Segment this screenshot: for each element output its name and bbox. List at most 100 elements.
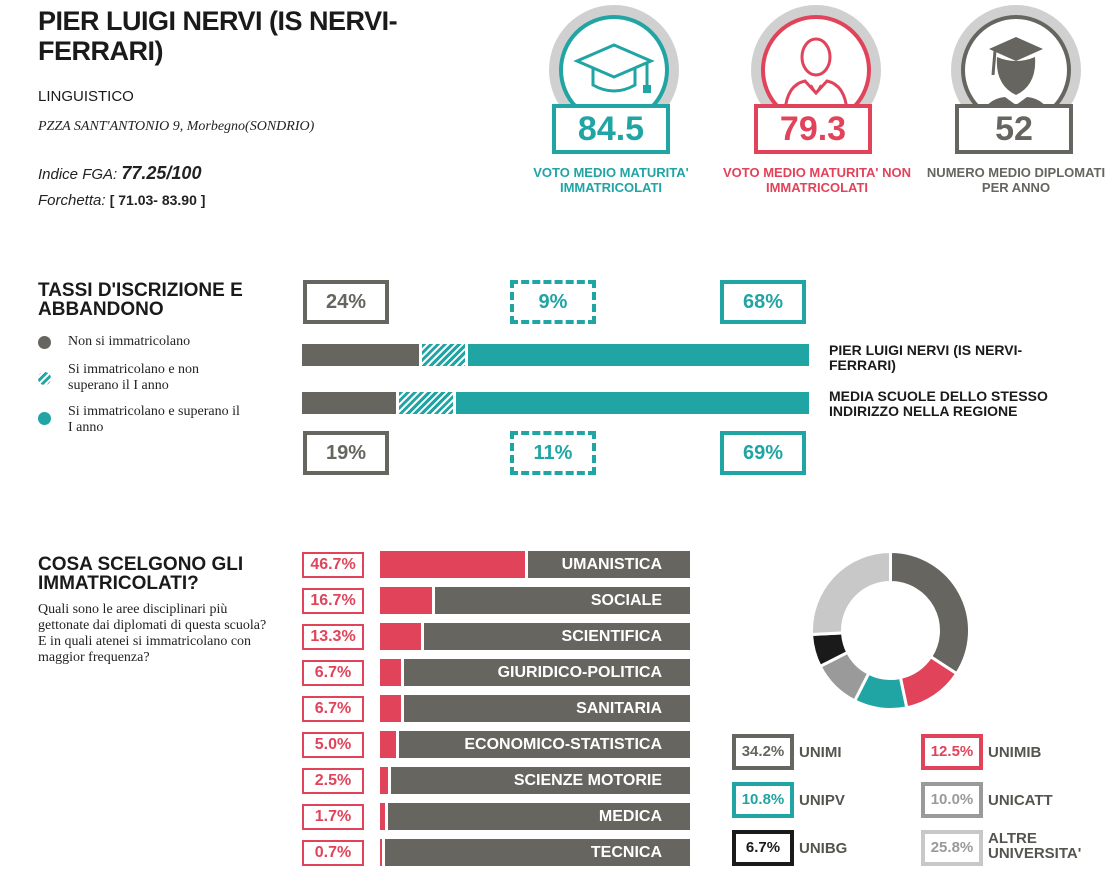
university-name: UNIMI: [799, 744, 842, 761]
legend-dot-not-enrolled: [38, 336, 51, 349]
area-name-label: SANITARIA: [576, 700, 662, 717]
area-row: 2.5% SCIENZE MOTORIE: [302, 767, 692, 795]
area-row: 6.7% SANITARIA: [302, 695, 692, 723]
school-not-enrolled-pct: 24%: [303, 280, 389, 324]
school-dropout-pct: 9%: [510, 280, 596, 324]
university-name: UNIMIB: [988, 744, 1042, 761]
areas-bar-chart: 46.7% UMANISTICA 16.7% SOCIALE 13.3% SCIENTIF…: [302, 551, 692, 871]
school-name: PIER LUIGI NERVI (IS NERVI-FERRARI): [38, 6, 398, 66]
kpi-graduates-label: NUMERO MEDIO DIPLOMATI PER ANNO: [926, 165, 1106, 195]
seg-not-enrolled: [302, 344, 420, 366]
enrollment-title: TASSI D'ISCRIZIONE E ABBANDONO: [38, 280, 243, 320]
seg-pass: [455, 392, 809, 414]
school-stacked-bar: [302, 344, 809, 366]
university-pct-box: 6.7%: [732, 830, 794, 866]
area-bar-track: [380, 659, 690, 686]
kpi-enrolled-value: 84.5: [552, 104, 670, 154]
area-bar-fill: [380, 659, 404, 686]
area-row: 16.7% SOCIALE: [302, 587, 692, 615]
area-bar-track: [380, 623, 690, 650]
area-bar-fill: [380, 587, 435, 614]
legend-dot-dropout: [38, 372, 51, 385]
area-percent-label: 16.7%: [302, 588, 364, 614]
area-bar-track: [380, 731, 690, 758]
region-bar-label: MEDIA SCUOLE DELLO STESSO INDIRIZZO NELL…: [829, 388, 1048, 419]
fga-range: Forchetta: [ 71.03- 83.90 ]: [38, 192, 205, 209]
universities-donut-chart: [810, 549, 971, 711]
area-bar-fill: [380, 839, 386, 866]
fga-index: Indice FGA: 77.25/100: [38, 163, 201, 184]
school-address: PZZA SANT'ANTONIO 9, Morbegno(SONDRIO): [38, 119, 315, 134]
area-bar-fill: [380, 767, 391, 794]
person-icon: [783, 37, 849, 112]
region-not-enrolled-pct: 19%: [303, 431, 389, 475]
area-name-label: ECONOMICO-STATISTICA: [464, 736, 662, 753]
area-row: 5.0% ECONOMICO-STATISTICA: [302, 731, 692, 759]
area-bar-track: [380, 839, 690, 866]
area-row: 46.7% UMANISTICA: [302, 551, 692, 579]
donut-slice-altre-universita-: [810, 549, 892, 637]
area-percent-label: 6.7%: [302, 696, 364, 722]
area-row: 6.7% GIURIDICO-POLITICA: [302, 659, 692, 687]
legend-label-not-enrolled: Non si immatricolano: [68, 334, 191, 349]
university-name: ALTRE UNIVERSITA': [988, 830, 1082, 862]
seg-pass: [467, 344, 809, 366]
area-name-label: SCIENTIFICA: [561, 628, 662, 645]
fga-label: Indice FGA:: [38, 166, 118, 183]
area-percent-label: 0.7%: [302, 840, 364, 866]
area-row: 0.7% TECNICA: [302, 839, 692, 867]
seg-dropout: [399, 392, 453, 414]
area-bar-fill: [380, 623, 425, 650]
legend-label-dropout: Si immatricolano e non superano il I ann…: [68, 362, 200, 393]
area-percent-label: 46.7%: [302, 552, 364, 578]
area-percent-label: 13.3%: [302, 624, 364, 650]
school-pass-pct: 68%: [720, 280, 806, 324]
fork-value: [ 71.03- 83.90 ]: [109, 192, 206, 208]
area-row: 1.7% MEDICA: [302, 803, 692, 831]
area-row: 13.3% SCIENTIFICA: [302, 623, 692, 651]
region-pass-pct: 69%: [720, 431, 806, 475]
university-pct-box: 10.0%: [921, 782, 983, 818]
area-bar-track: [380, 767, 690, 794]
fga-value: 77.25/100: [121, 163, 202, 183]
university-pct-box: 10.8%: [732, 782, 794, 818]
donut-slice-unimi: [889, 549, 971, 676]
region-stacked-bar: [302, 392, 809, 414]
areas-description: Quali sono le aree disciplinari più gett…: [38, 602, 267, 665]
area-name-label: MEDICA: [598, 808, 662, 825]
area-name-label: GIURIDICO-POLITICA: [497, 664, 662, 681]
university-pct-box: 25.8%: [921, 830, 983, 866]
area-name-label: SOCIALE: [590, 592, 662, 609]
kpi-not-enrolled-value: 79.3: [754, 104, 872, 154]
area-name-label: SCIENZE MOTORIE: [513, 772, 662, 789]
legend-label-pass: Si immatricolano e superano il I anno: [68, 404, 240, 435]
area-name-label: TECNICA: [590, 844, 662, 861]
university-name: UNICATT: [988, 792, 1053, 809]
area-bar-fill: [380, 803, 389, 830]
areas-title: COSA SCELGONO GLI IMMATRICOLATI?: [38, 554, 244, 594]
kpi-graduates-value: 52: [955, 104, 1073, 154]
region-dropout-pct: 11%: [510, 431, 596, 475]
area-name-label: UMANISTICA: [561, 556, 662, 573]
area-bar-track: [380, 803, 690, 830]
area-percent-label: 5.0%: [302, 732, 364, 758]
kpi-enrolled-label: VOTO MEDIO MATURITA' IMMATRICOLATI: [533, 165, 689, 195]
seg-dropout: [422, 344, 465, 366]
seg-not-enrolled: [302, 392, 397, 414]
graduation-cap-icon: [573, 43, 655, 93]
fork-label: Forchetta:: [38, 192, 106, 209]
area-bar-fill: [380, 731, 399, 758]
universities-legend: 34.2% UNIMI 12.5% UNIMIB 10.8% UNIPV 10.0% UNIC…: [732, 730, 1108, 870]
university-pct-box: 34.2%: [732, 734, 794, 770]
university-name: UNIBG: [799, 840, 848, 857]
area-percent-label: 6.7%: [302, 660, 364, 686]
kpi-not-enrolled-label: VOTO MEDIO MATURITA' NON IMMATRICOLATI: [723, 165, 911, 195]
legend-dot-pass: [38, 412, 51, 425]
area-bar-fill: [380, 551, 528, 578]
school-type: LINGUISTICO: [38, 88, 134, 105]
university-pct-box: 12.5%: [921, 734, 983, 770]
area-percent-label: 1.7%: [302, 804, 364, 830]
area-bar-track: [380, 695, 690, 722]
university-name: UNIPV: [799, 792, 845, 809]
area-percent-label: 2.5%: [302, 768, 364, 794]
